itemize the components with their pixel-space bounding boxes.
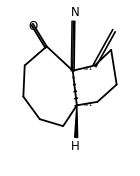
Text: or1: or1 <box>84 66 93 71</box>
Text: N: N <box>70 6 79 19</box>
Text: O: O <box>28 20 38 33</box>
Text: or1: or1 <box>84 102 93 107</box>
Text: H: H <box>70 140 79 153</box>
Polygon shape <box>75 105 78 137</box>
